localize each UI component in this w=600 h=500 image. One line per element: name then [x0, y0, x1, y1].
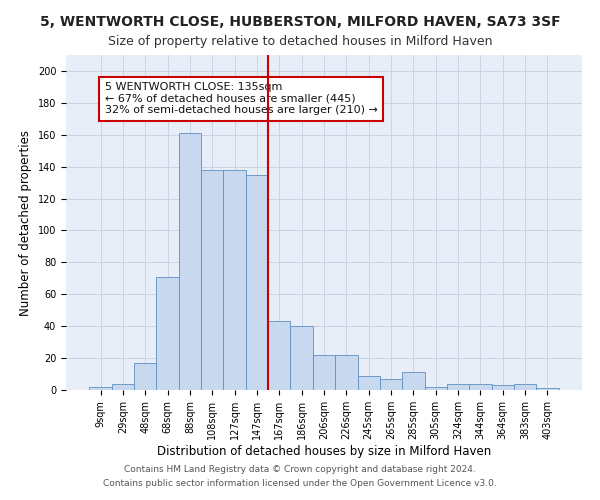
Bar	[268, 322, 290, 390]
Bar	[290, 326, 313, 390]
Bar	[335, 355, 358, 390]
Bar	[246, 174, 268, 390]
Bar	[179, 133, 201, 390]
Bar	[112, 384, 134, 390]
Y-axis label: Number of detached properties: Number of detached properties	[19, 130, 32, 316]
Bar	[313, 355, 335, 390]
Text: Size of property relative to detached houses in Milford Haven: Size of property relative to detached ho…	[108, 35, 492, 48]
X-axis label: Distribution of detached houses by size in Milford Haven: Distribution of detached houses by size …	[157, 444, 491, 458]
Bar	[514, 384, 536, 390]
Text: Contains HM Land Registry data © Crown copyright and database right 2024.
Contai: Contains HM Land Registry data © Crown c…	[103, 466, 497, 487]
Bar	[89, 387, 112, 390]
Bar	[469, 384, 491, 390]
Bar	[201, 170, 223, 390]
Bar	[358, 376, 380, 390]
Bar	[447, 384, 469, 390]
Bar	[491, 385, 514, 390]
Bar	[425, 387, 447, 390]
Bar	[134, 363, 157, 390]
Bar	[402, 372, 425, 390]
Text: 5, WENTWORTH CLOSE, HUBBERSTON, MILFORD HAVEN, SA73 3SF: 5, WENTWORTH CLOSE, HUBBERSTON, MILFORD …	[40, 15, 560, 29]
Text: 5 WENTWORTH CLOSE: 135sqm
← 67% of detached houses are smaller (445)
32% of semi: 5 WENTWORTH CLOSE: 135sqm ← 67% of detac…	[104, 82, 377, 116]
Bar	[380, 379, 402, 390]
Bar	[157, 276, 179, 390]
Bar	[223, 170, 246, 390]
Bar	[536, 388, 559, 390]
